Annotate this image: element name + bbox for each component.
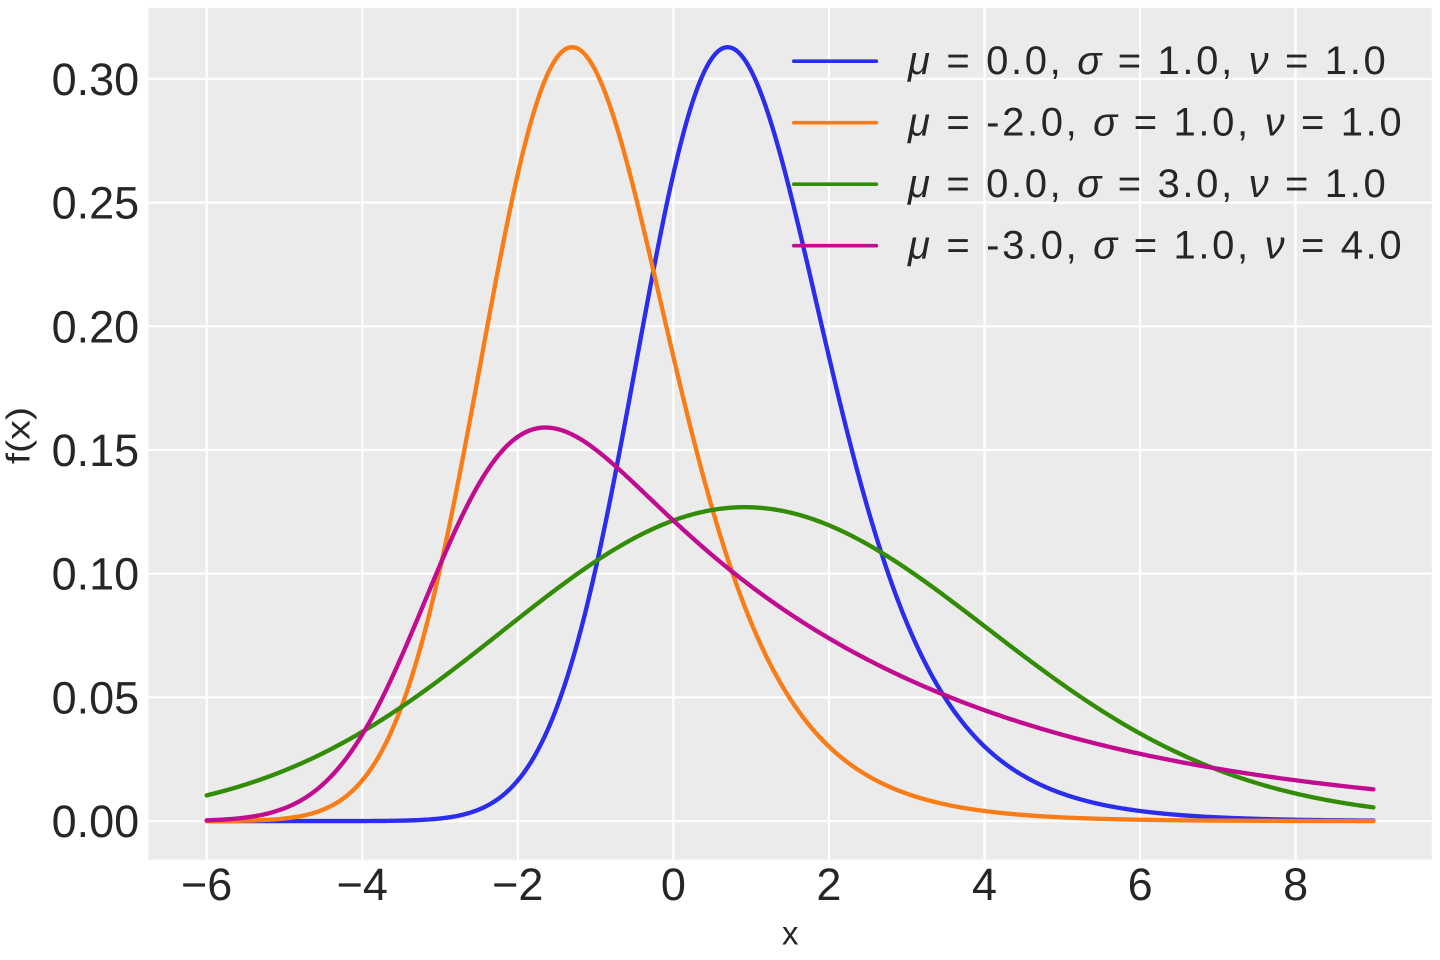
- svg-text:0.10: 0.10: [52, 549, 140, 600]
- svg-text:μ = -3.0, σ = 1.0, ν = 4.0: μ = -3.0, σ = 1.0, ν = 4.0: [907, 223, 1404, 267]
- svg-text:μ = -2.0, σ = 1.0, ν = 1.0: μ = -2.0, σ = 1.0, ν = 1.0: [907, 100, 1404, 144]
- svg-text:μ = 0.0, σ = 1.0, ν = 1.0: μ = 0.0, σ = 1.0, ν = 1.0: [907, 39, 1388, 83]
- svg-text:0.30: 0.30: [52, 54, 140, 105]
- svg-text:0: 0: [661, 859, 686, 910]
- svg-text:0.20: 0.20: [52, 301, 140, 352]
- svg-text:μ = 0.0, σ = 3.0, ν = 1.0: μ = 0.0, σ = 3.0, ν = 1.0: [907, 162, 1388, 206]
- svg-text:6: 6: [1128, 859, 1153, 910]
- svg-text:−2: −2: [492, 859, 543, 910]
- svg-text:8: 8: [1283, 859, 1308, 910]
- svg-text:4: 4: [972, 859, 997, 910]
- svg-text:f(x): f(x): [0, 407, 37, 464]
- svg-text:0.00: 0.00: [52, 796, 140, 847]
- svg-text:−4: −4: [337, 859, 388, 910]
- svg-text:x: x: [782, 915, 799, 952]
- svg-text:0.25: 0.25: [52, 178, 140, 229]
- svg-text:0.15: 0.15: [52, 425, 140, 476]
- svg-text:−6: −6: [181, 859, 232, 910]
- svg-text:0.05: 0.05: [52, 672, 140, 723]
- svg-text:2: 2: [816, 859, 841, 910]
